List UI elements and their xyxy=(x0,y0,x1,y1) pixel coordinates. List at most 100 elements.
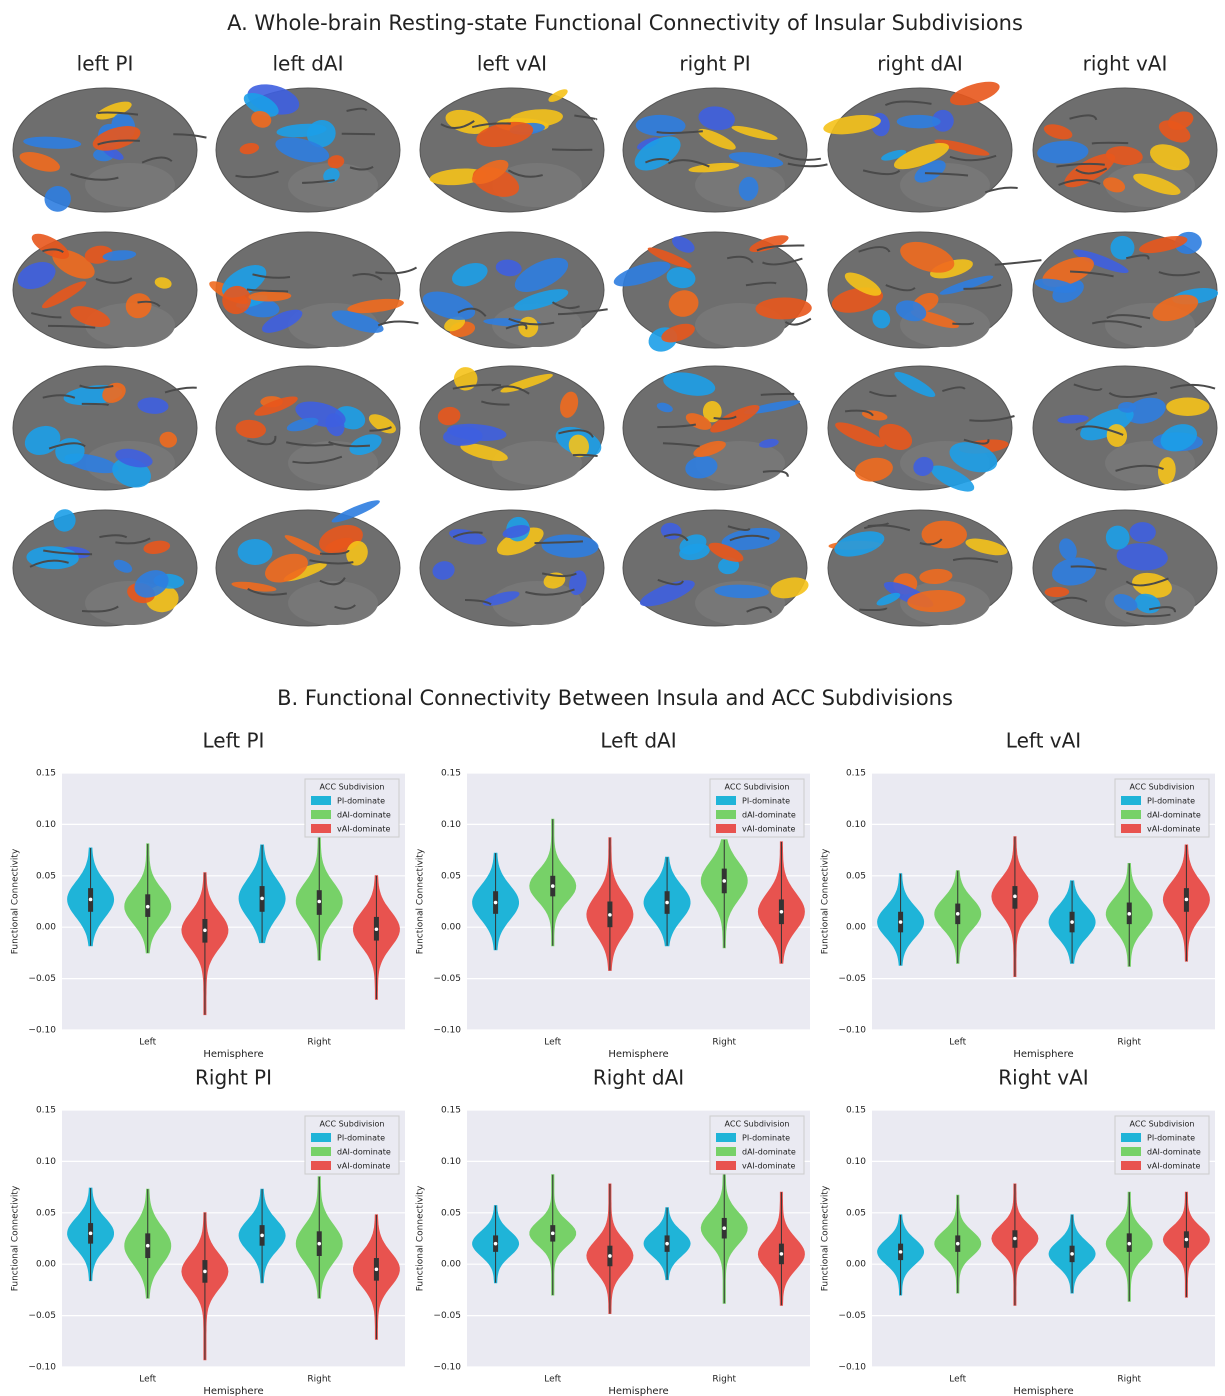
activation-blob xyxy=(939,275,994,295)
violin-median xyxy=(550,1231,555,1236)
brain-map xyxy=(12,231,198,349)
sulcus xyxy=(1126,611,1171,618)
sulcus xyxy=(1075,167,1108,175)
activation-blob xyxy=(1166,397,1210,416)
brain-map xyxy=(1032,365,1218,491)
y-axis-label: Functional Connectivity xyxy=(821,848,831,954)
activation-blob xyxy=(1106,424,1128,447)
activation-blob xyxy=(568,434,589,458)
activation-blob xyxy=(1110,235,1135,260)
brain-map xyxy=(215,365,401,491)
legend-title: ACC Subdivision xyxy=(320,783,385,792)
sulcus xyxy=(452,383,502,390)
activation-blob xyxy=(102,250,137,261)
y-tick-label: 0.05 xyxy=(441,871,461,881)
activation-blob xyxy=(325,537,353,552)
activation-blob xyxy=(541,534,599,558)
sulcus xyxy=(70,173,119,181)
activation-blob xyxy=(496,527,544,556)
activation-blob xyxy=(518,316,539,338)
violin-median xyxy=(374,1267,379,1272)
legend-swatch xyxy=(311,824,331,833)
activation-blob xyxy=(422,291,476,320)
activation-blob xyxy=(476,121,534,148)
sulcus xyxy=(551,301,580,310)
activation-blob xyxy=(934,139,990,156)
y-tick-label: 0.00 xyxy=(36,923,56,933)
activation-blob xyxy=(679,543,710,561)
legend-label: dAI-dominate xyxy=(742,811,796,820)
violin-median xyxy=(1184,1237,1189,1242)
brain-map xyxy=(827,231,1042,349)
sulcus xyxy=(375,266,418,275)
activation-blob xyxy=(672,236,695,253)
sulcus xyxy=(1125,254,1150,260)
activation-blob xyxy=(721,527,781,551)
legend-label: PI-dominate xyxy=(1147,797,1195,806)
legend-label: dAI-dominate xyxy=(337,1148,391,1157)
activation-blob xyxy=(894,371,936,398)
sulcus xyxy=(1170,383,1216,390)
violin-median xyxy=(665,1241,669,1246)
activation-blob xyxy=(949,442,998,473)
legend-label: vAI-dominate xyxy=(337,1162,391,1171)
activation-blob xyxy=(1149,144,1190,171)
legend-label: PI-dominate xyxy=(742,797,790,806)
sulcus xyxy=(341,132,376,136)
brain-map xyxy=(419,365,605,491)
legend-label: dAI-dominate xyxy=(1147,811,1201,820)
activation-blob xyxy=(728,152,784,168)
y-tick-label: 0.15 xyxy=(36,769,56,779)
legend-label: vAI-dominate xyxy=(742,1162,796,1171)
sulcus xyxy=(42,248,64,254)
y-tick-label: 0.15 xyxy=(846,1106,866,1116)
activation-blob xyxy=(834,531,885,557)
column-label: right vAI xyxy=(1083,52,1168,76)
brain-lobe xyxy=(492,441,582,485)
sulcus xyxy=(952,322,974,326)
activation-blob xyxy=(95,101,132,120)
legend-title: ACC Subdivision xyxy=(1130,1120,1195,1129)
sulcus xyxy=(507,169,543,178)
activation-blob xyxy=(731,125,778,141)
sulcus xyxy=(667,159,710,168)
activation-blob xyxy=(635,114,686,137)
activation-blob xyxy=(759,438,779,448)
y-axis-label: Functional Connectivity xyxy=(11,848,21,954)
violin-median xyxy=(88,1231,93,1236)
sulcus xyxy=(334,604,356,610)
brain-map xyxy=(1032,231,1219,349)
sulcus xyxy=(525,588,575,596)
activation-blob xyxy=(714,584,769,599)
violin-median xyxy=(317,899,322,904)
y-tick-label: −0.10 xyxy=(838,1363,866,1373)
brain-map xyxy=(613,231,812,352)
activation-blob xyxy=(137,397,169,414)
y-axis-label: Functional Connectivity xyxy=(821,1185,831,1291)
activation-blob xyxy=(878,423,913,451)
sulcus xyxy=(471,122,511,129)
activation-blob xyxy=(19,152,60,172)
violin-median xyxy=(1127,912,1132,916)
violin-median xyxy=(898,1250,903,1254)
activation-blob xyxy=(265,553,308,583)
activation-blob xyxy=(442,426,483,446)
chart-title: Left dAI xyxy=(600,729,676,753)
violin-median xyxy=(550,884,555,888)
sulcus xyxy=(1070,270,1114,278)
sulcus xyxy=(729,534,770,542)
sulcus xyxy=(346,107,368,112)
column-label: left vAI xyxy=(477,52,547,76)
legend-swatch xyxy=(1121,1147,1141,1156)
activation-blob xyxy=(698,106,735,131)
activation-blob xyxy=(668,290,699,317)
violin-median xyxy=(608,913,612,917)
legend-swatch xyxy=(311,810,331,819)
sulcus xyxy=(1091,141,1129,145)
activation-blob xyxy=(1103,177,1126,193)
x-tick-label: Right xyxy=(712,1375,736,1385)
activation-blob xyxy=(1133,173,1181,196)
violin-median xyxy=(493,1241,498,1246)
activation-blob xyxy=(502,525,530,539)
activation-blob xyxy=(1034,278,1077,293)
